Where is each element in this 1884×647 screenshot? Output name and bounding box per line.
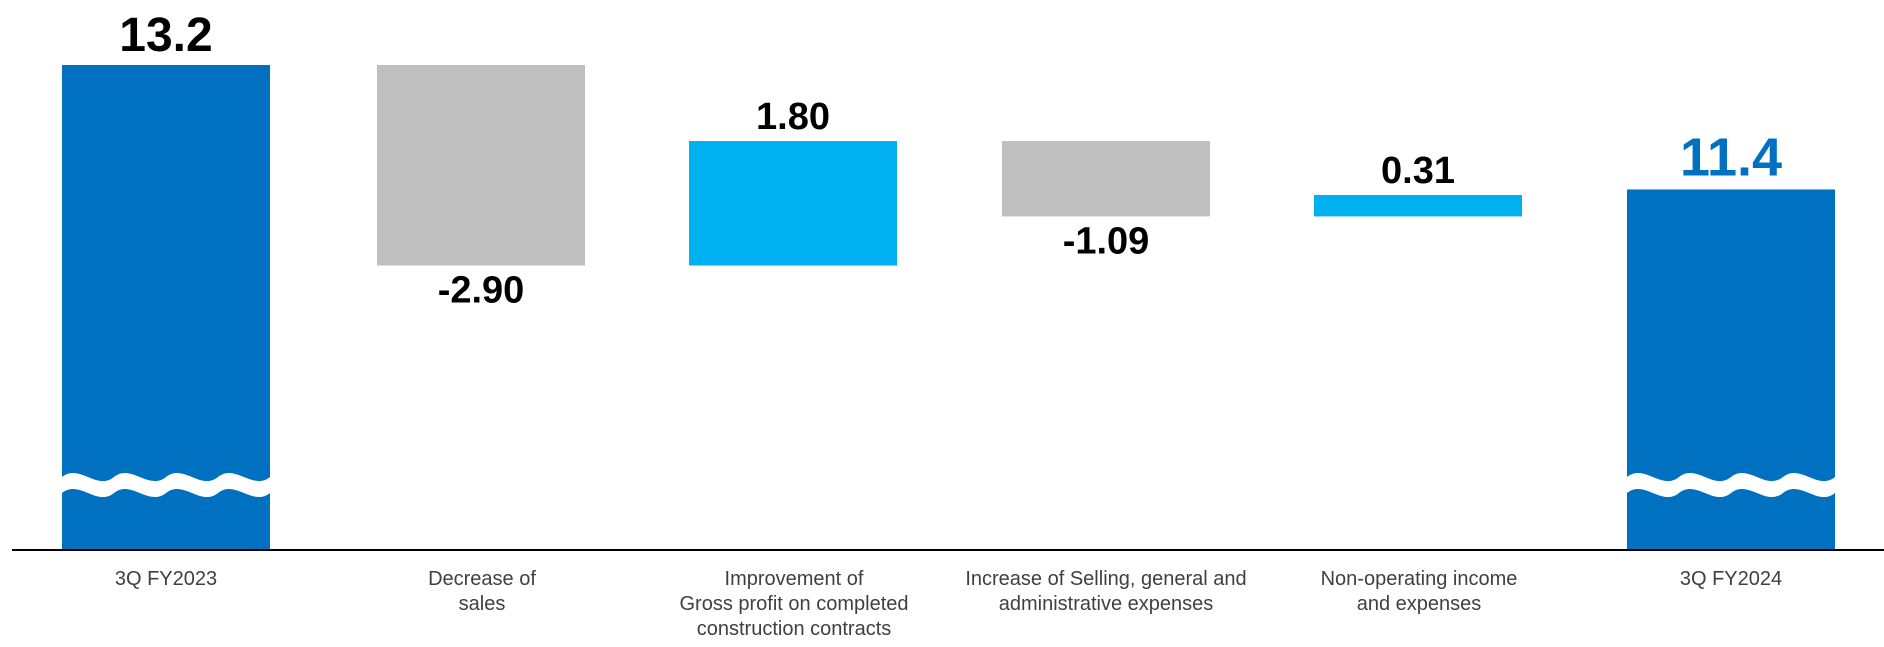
bar-gross-profit [689, 141, 897, 266]
category-label-3q-fy2024: 3Q FY2024 [1679, 568, 1783, 590]
axis-break-3q-fy2023 [62, 472, 270, 498]
category-label-3q-fy2023: 3Q FY2023 [114, 568, 218, 590]
category-label-decrease-of-sales: Decrease of sales [428, 568, 536, 615]
bar-decrease-of-sales [377, 65, 585, 266]
category-label-non-operating: Non-operating income and expenses [1320, 568, 1518, 615]
bar-sga-expenses [1002, 141, 1210, 217]
bar-3q-fy2024 [1627, 189, 1835, 550]
value-label-3q-fy2023: 13.2 [119, 9, 212, 62]
bar-non-operating [1314, 194, 1522, 217]
category-label-sga-expenses: Increase of Selling, general and adminis… [965, 568, 1247, 615]
value-label-decrease-of-sales: -2.90 [438, 270, 525, 312]
axis-break-3q-fy2024 [1627, 472, 1835, 498]
value-label-gross-profit: 1.80 [756, 96, 830, 138]
category-label-gross-profit: Improvement of Gross profit on completed… [679, 568, 909, 640]
bar-3q-fy2023 [62, 65, 270, 550]
value-label-sga-expenses: -1.09 [1063, 220, 1150, 262]
value-label-non-operating: 0.31 [1381, 150, 1455, 192]
value-label-3q-fy2024: 11.4 [1680, 127, 1782, 187]
